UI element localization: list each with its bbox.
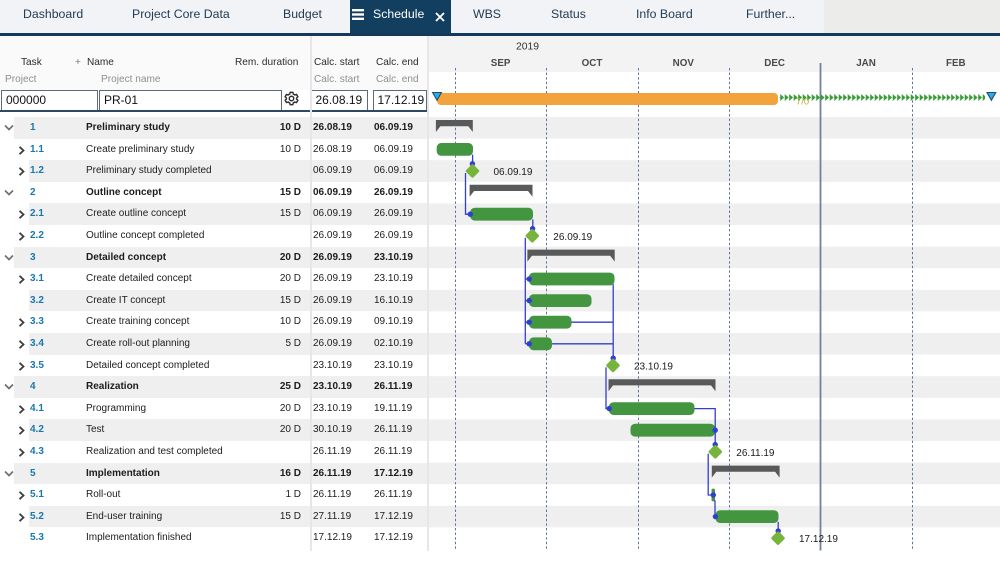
svg-text:SEP: SEP: [491, 58, 511, 69]
svg-text:7/0: 7/0: [796, 97, 809, 108]
svg-text:OCT: OCT: [582, 58, 603, 69]
svg-text:DEC: DEC: [764, 58, 785, 69]
svg-text:26.09.19: 26.09.19: [553, 232, 592, 243]
svg-text:JAN: JAN: [856, 58, 876, 69]
svg-text:NOV: NOV: [673, 58, 695, 69]
svg-text:17.12.19: 17.12.19: [799, 534, 838, 545]
svg-text:26.11.19: 26.11.19: [736, 448, 775, 459]
svg-text:2019: 2019: [516, 42, 539, 53]
svg-text:FEB: FEB: [946, 58, 966, 69]
svg-text:23.10.19: 23.10.19: [634, 361, 673, 372]
svg-text:06.09.19: 06.09.19: [494, 167, 533, 178]
